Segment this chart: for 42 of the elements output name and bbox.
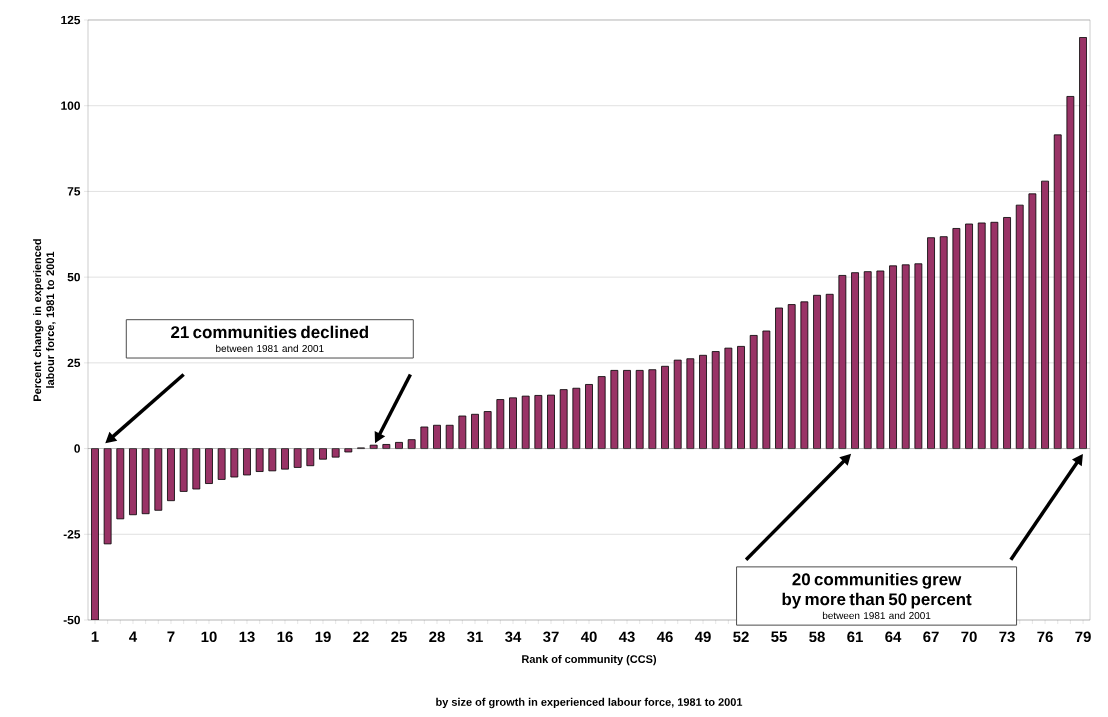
- x-tick-label: 10: [201, 631, 217, 643]
- y-tick-label: 125: [61, 15, 81, 25]
- x-tick-label: 61: [847, 631, 863, 643]
- x-axis-title: Rank of community (CCS): [522, 654, 657, 666]
- x-tick-label: 22: [353, 631, 369, 642]
- x-tick-label: 64: [885, 631, 902, 643]
- annotation: 21 communities declined: [171, 325, 368, 339]
- x-tick-label: 46: [656, 631, 673, 643]
- x-tick-label: 7: [167, 631, 175, 642]
- annotation: between 1981 and 2001: [216, 344, 324, 353]
- y-tick-label: 100: [61, 101, 80, 110]
- x-tick-label: 43: [618, 631, 635, 643]
- text: by size of growth in experienced labour force, 1981 to 2001: [436, 697, 743, 709]
- y-tick-label: 50: [67, 272, 80, 282]
- x-tick-label: 49: [694, 631, 711, 643]
- x-tick-label: 31: [467, 631, 483, 643]
- x-tick-label: 4: [129, 631, 138, 642]
- y-tick-label: -50: [63, 615, 80, 625]
- x-tick-label: 67: [923, 631, 939, 643]
- x-tick-label: 25: [391, 631, 407, 643]
- x-tick-label: 55: [771, 631, 787, 642]
- x-tick-label: 19: [315, 631, 331, 643]
- y-axis-title: Percent change in experienced labour force, 1981 to 2001: [33, 239, 56, 401]
- annotation: between 1981 and 2001: [822, 611, 931, 620]
- x-tick-label: 58: [809, 631, 825, 643]
- x-tick-label: 79: [1075, 631, 1091, 643]
- annotation: 20 communities grew by more than 50 percent: [782, 572, 972, 609]
- x-tick-label: 40: [580, 631, 597, 643]
- x-tick-label: 34: [505, 631, 522, 643]
- x-tick-label: 37: [543, 631, 559, 643]
- x-tick-label: 52: [733, 631, 749, 643]
- x-tick-label: 73: [999, 631, 1015, 643]
- y-tick-label: 0: [74, 444, 80, 453]
- y-tick-label: -25: [63, 530, 81, 539]
- y-tick-label: 25: [67, 358, 81, 368]
- x-tick-label: 16: [277, 631, 293, 643]
- x-tick-label: 70: [961, 631, 977, 643]
- x-tick-label: 28: [429, 631, 445, 643]
- x-tick-label: 76: [1037, 631, 1053, 643]
- x-tick-label: 1: [91, 631, 99, 642]
- y-tick-label: 75: [67, 187, 81, 196]
- x-tick-label: 13: [239, 631, 255, 643]
